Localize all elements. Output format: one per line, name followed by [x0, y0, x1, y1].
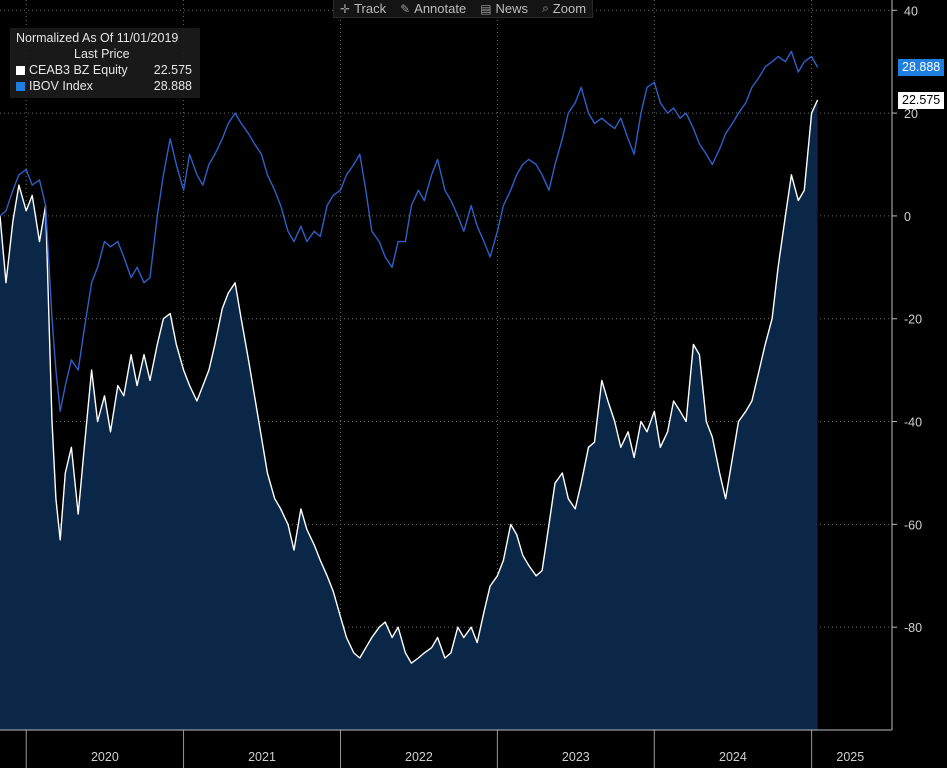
legend-title: Normalized As Of 11/01/2019 — [16, 31, 179, 45]
y-tick-label: -40 — [904, 416, 922, 430]
pencil-icon: ✎ — [400, 1, 411, 16]
y-tick-label: 0 — [904, 210, 911, 224]
track-label: Track — [354, 1, 387, 16]
legend-swatch — [16, 65, 25, 75]
legend-item-name: CEAB3 BZ Equity — [29, 63, 128, 77]
y-tick-label: 20 — [904, 107, 918, 121]
x-tick-label: 2020 — [91, 750, 119, 764]
legend-item-name: IBOV Index — [29, 79, 93, 93]
ceab3-area — [0, 99, 818, 730]
axes — [0, 0, 897, 768]
ceab3-last-price-tag: 22.575 — [898, 91, 945, 109]
x-tick-label: 2024 — [719, 750, 747, 764]
y-tick-label: -60 — [904, 518, 922, 532]
ceab3-series-line — [0, 99, 819, 664]
legend-item-ceab3[interactable]: CEAB3 BZ Equity 22.575 — [16, 63, 192, 77]
news-button[interactable]: ▤ News — [474, 0, 534, 17]
x-tick-label: 2025 — [836, 750, 864, 764]
news-icon: ▤ — [480, 1, 492, 16]
zoom-label: Zoom — [552, 1, 587, 16]
x-tick-label: 2023 — [562, 750, 590, 764]
ceab3-area-fill — [0, 99, 818, 730]
annotate-label: Annotate — [414, 1, 467, 16]
chart-legend: Normalized As Of 11/01/2019 Last Price C… — [10, 28, 200, 98]
y-tick-label: -20 — [904, 313, 922, 327]
x-tick-label: 2022 — [405, 750, 433, 764]
magnifier-icon: ⌕ — [542, 1, 549, 15]
chart-toolbar: ✛ Track ✎ Annotate ▤ News ⌕ Zoom — [333, 0, 594, 18]
series-lines — [0, 50, 819, 664]
crosshair-icon: ✛ — [340, 1, 351, 16]
tick-labels: 40 20 0 -20 -40 -60 -80 2020 2021 2022 2023 2024 202… — [91, 4, 922, 764]
track-button[interactable]: ✛ Track — [334, 0, 392, 17]
annotate-button[interactable]: ✎ Annotate — [394, 0, 472, 17]
zoom-button[interactable]: ⌕ Zoom — [536, 0, 592, 17]
news-label: News — [495, 1, 529, 16]
ibov-last-price-tag: 28.888 — [898, 59, 945, 77]
y-tick-label: -80 — [904, 621, 922, 635]
x-tick-label: 2021 — [248, 750, 276, 764]
ibov-series-line — [0, 50, 819, 412]
y-tick-label: 40 — [904, 4, 918, 18]
legend-item-ibov[interactable]: IBOV Index 28.888 — [16, 79, 192, 93]
legend-item-value: 22.575 — [153, 63, 192, 77]
legend-swatch — [16, 81, 25, 91]
legend-subtitle: Last Price — [74, 47, 130, 61]
legend-item-value: 28.888 — [153, 79, 192, 93]
